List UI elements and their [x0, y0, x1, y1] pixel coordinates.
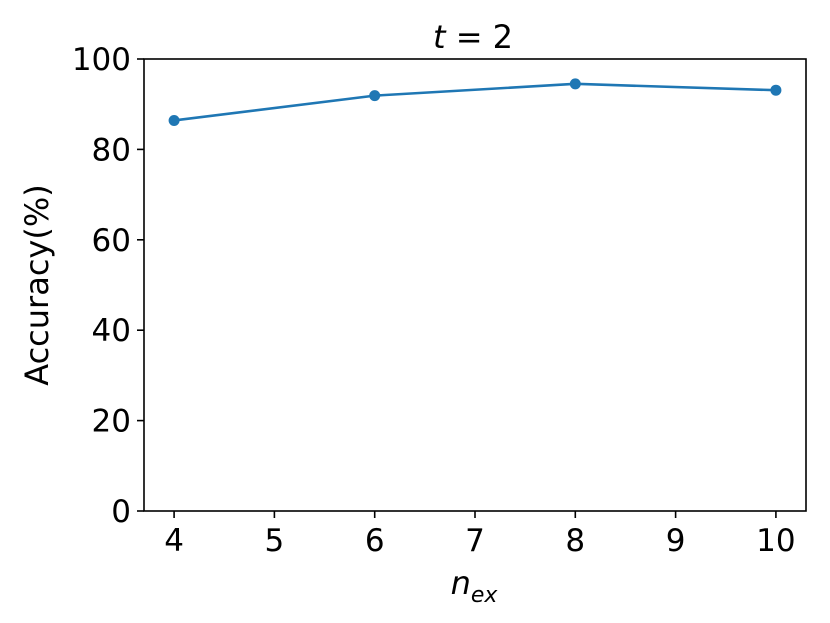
series-layer	[168, 78, 782, 126]
y-tick-label: 80	[92, 132, 131, 168]
x-tick-label: 10	[756, 523, 795, 559]
title-equation: = 2	[446, 18, 514, 56]
chart-title: t = 2	[433, 18, 513, 56]
x-tick-label: 7	[465, 523, 485, 559]
chart-title-text: t = 2	[433, 18, 513, 56]
plot-area-frame	[143, 58, 807, 512]
y-axis-ticks: 0 20 40 60 80 100	[72, 42, 144, 530]
y-tick-label: 100	[72, 42, 131, 78]
y-tick-label: 0	[111, 494, 131, 530]
x-tick-label: 4	[164, 523, 184, 559]
y-tick-label: 60	[92, 223, 131, 259]
data-point	[569, 78, 581, 90]
x-tick-label: 8	[565, 523, 585, 559]
x-axis-label: nex	[451, 564, 499, 608]
x-axis-ticks: 4 5 6 7 8 9 10	[164, 511, 796, 559]
y-tick-label: 40	[92, 313, 131, 349]
x-tick-label: 9	[666, 523, 686, 559]
x-axis-label-base: n	[451, 564, 471, 602]
data-point	[168, 114, 180, 126]
y-axis-label: Accuracy(%)	[18, 184, 56, 385]
x-tick-label: 6	[365, 523, 385, 559]
data-point	[369, 90, 381, 102]
y-tick-label: 20	[92, 404, 131, 440]
data-point	[770, 84, 782, 96]
x-tick-label: 5	[265, 523, 285, 559]
series-line	[173, 82, 776, 122]
x-axis-label-subscript: ex	[471, 583, 499, 608]
title-variable: t	[433, 18, 447, 56]
